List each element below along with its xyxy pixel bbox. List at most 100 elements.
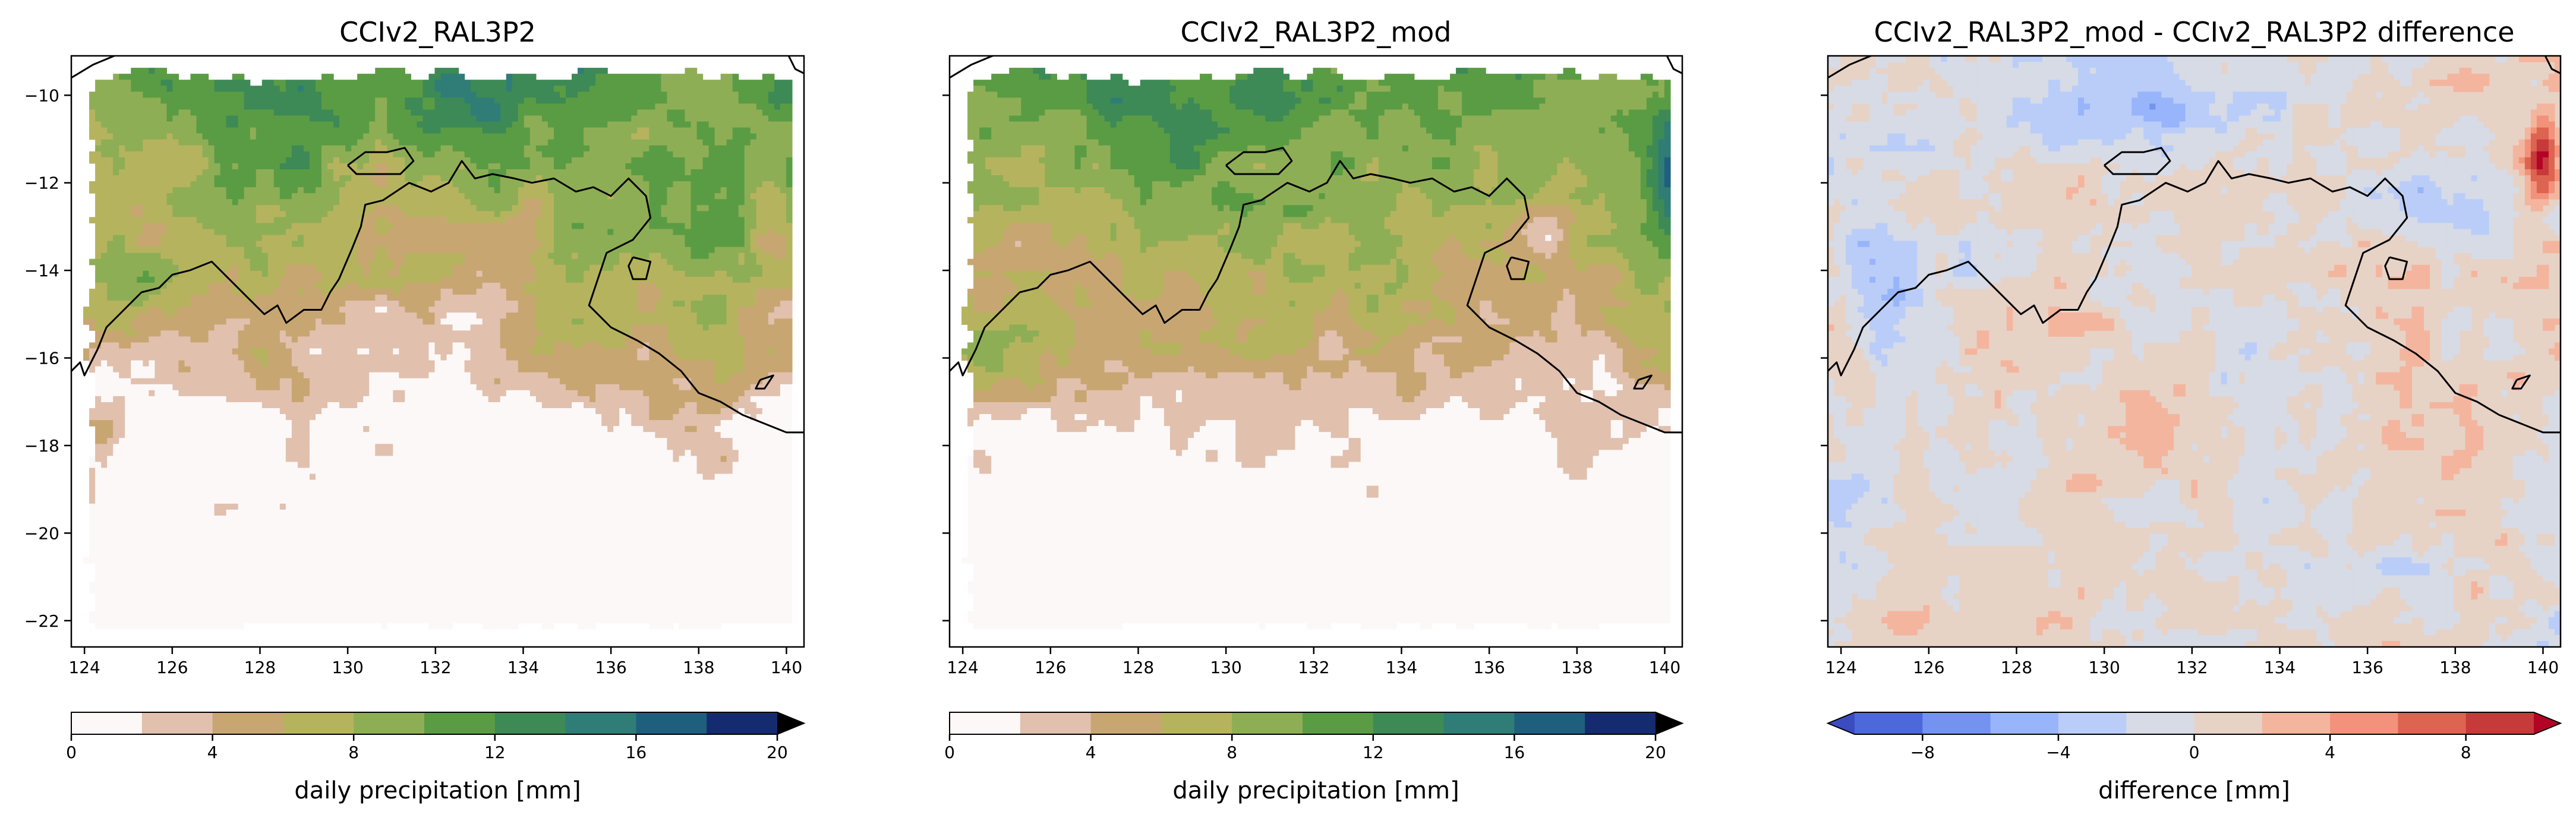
heatmap-cell	[244, 157, 251, 164]
heatmap-cell	[309, 295, 316, 301]
heatmap-cell	[607, 288, 614, 295]
heatmap-cell	[685, 252, 692, 260]
heatmap-cell	[541, 151, 548, 158]
heatmap-cell	[261, 91, 269, 98]
heatmap-cell	[113, 282, 119, 289]
heatmap-cell	[756, 163, 763, 170]
heatmap-cell	[685, 276, 692, 283]
heatmap-cell	[369, 301, 376, 307]
heatmap-cell	[422, 235, 430, 242]
heatmap-cell	[250, 270, 257, 277]
heatmap-cell	[726, 157, 733, 164]
heatmap-cell	[238, 157, 245, 164]
heatmap-cell	[649, 247, 655, 254]
heatmap-cell	[762, 252, 769, 260]
heatmap-cell	[762, 288, 769, 295]
heatmap-cell	[494, 288, 501, 295]
heatmap-cell	[631, 295, 638, 301]
heatmap-cell	[655, 139, 662, 146]
heatmap-cell	[452, 115, 459, 122]
heatmap-cell	[714, 103, 721, 110]
heatmap-cell	[417, 127, 424, 134]
heatmap-cell	[184, 145, 191, 152]
heatmap-cell	[417, 181, 424, 188]
heatmap-cell	[345, 86, 352, 92]
heatmap-cell	[393, 258, 399, 266]
heatmap-cell	[417, 91, 424, 98]
heatmap-cell	[434, 139, 442, 146]
heatmap-cell	[119, 211, 125, 217]
heatmap-cell	[113, 241, 119, 248]
heatmap-cell	[411, 276, 418, 283]
heatmap-cell	[643, 115, 649, 122]
heatmap-cell	[732, 193, 739, 200]
heatmap-cell	[351, 121, 358, 128]
heatmap-cell	[506, 318, 513, 325]
heatmap-cell	[750, 241, 757, 248]
heatmap-cell	[196, 295, 203, 301]
heatmap-cell	[327, 121, 334, 128]
heatmap-cell	[667, 103, 674, 110]
heatmap-cell	[160, 68, 167, 74]
heatmap-cell	[267, 145, 275, 152]
heatmap-cell	[267, 199, 275, 206]
heatmap-cell	[506, 169, 513, 176]
heatmap-cell	[184, 324, 191, 331]
heatmap-cell	[578, 68, 584, 74]
heatmap-cell	[572, 151, 578, 158]
heatmap-cell	[422, 307, 430, 313]
heatmap-cell	[149, 205, 155, 211]
heatmap-cell	[220, 229, 227, 236]
heatmap-cell	[685, 301, 692, 307]
heatmap-cell	[714, 86, 721, 92]
heatmap-cell	[440, 252, 447, 260]
heatmap-cell	[375, 270, 381, 277]
heatmap-cell	[607, 74, 614, 80]
heatmap-cell	[137, 193, 143, 200]
heatmap-cell	[774, 133, 781, 140]
heatmap-cell	[160, 282, 167, 289]
heatmap-cell	[113, 175, 119, 182]
heatmap-cell	[261, 229, 269, 236]
heatmap-cell	[613, 205, 620, 211]
heatmap-cell	[708, 103, 715, 110]
heatmap-cell	[464, 295, 471, 301]
heatmap-cell	[584, 211, 590, 217]
heatmap-cell	[417, 307, 424, 313]
heatmap-cell	[417, 121, 424, 128]
heatmap-cell	[524, 86, 531, 92]
heatmap-cell	[273, 282, 280, 289]
heatmap-cell	[685, 217, 692, 224]
heatmap-cell	[202, 247, 209, 254]
heatmap-cell	[149, 241, 155, 248]
heatmap-cell	[690, 121, 698, 128]
heatmap-cell	[125, 86, 131, 92]
heatmap-cell	[679, 205, 686, 211]
heatmap-cell	[732, 145, 739, 152]
heatmap-cell	[178, 97, 185, 104]
heatmap-cell	[387, 312, 393, 319]
heatmap-cell	[786, 264, 793, 271]
heatmap-cell	[655, 121, 662, 128]
heatmap-cell	[679, 169, 686, 176]
heatmap-cell	[572, 324, 578, 331]
heatmap-cell	[560, 252, 566, 260]
heatmap-cell	[428, 324, 436, 331]
heatmap-cell	[631, 109, 638, 116]
heatmap-cell	[482, 139, 489, 146]
heatmap-cell	[631, 97, 638, 104]
heatmap-cell	[661, 86, 668, 92]
heatmap-cell	[780, 276, 787, 283]
heatmap-cell	[95, 97, 102, 104]
heatmap-cell	[297, 282, 304, 289]
heatmap-cell	[321, 295, 328, 301]
heatmap-cell	[482, 151, 489, 158]
heatmap-cell	[744, 145, 751, 152]
heatmap-cell	[625, 318, 632, 325]
heatmap-cell	[726, 288, 733, 295]
heatmap-cell	[363, 288, 370, 295]
heatmap-cell	[119, 169, 125, 176]
heatmap-cell	[381, 264, 387, 271]
heatmap-cell	[613, 115, 620, 122]
heatmap-cell	[524, 193, 531, 200]
